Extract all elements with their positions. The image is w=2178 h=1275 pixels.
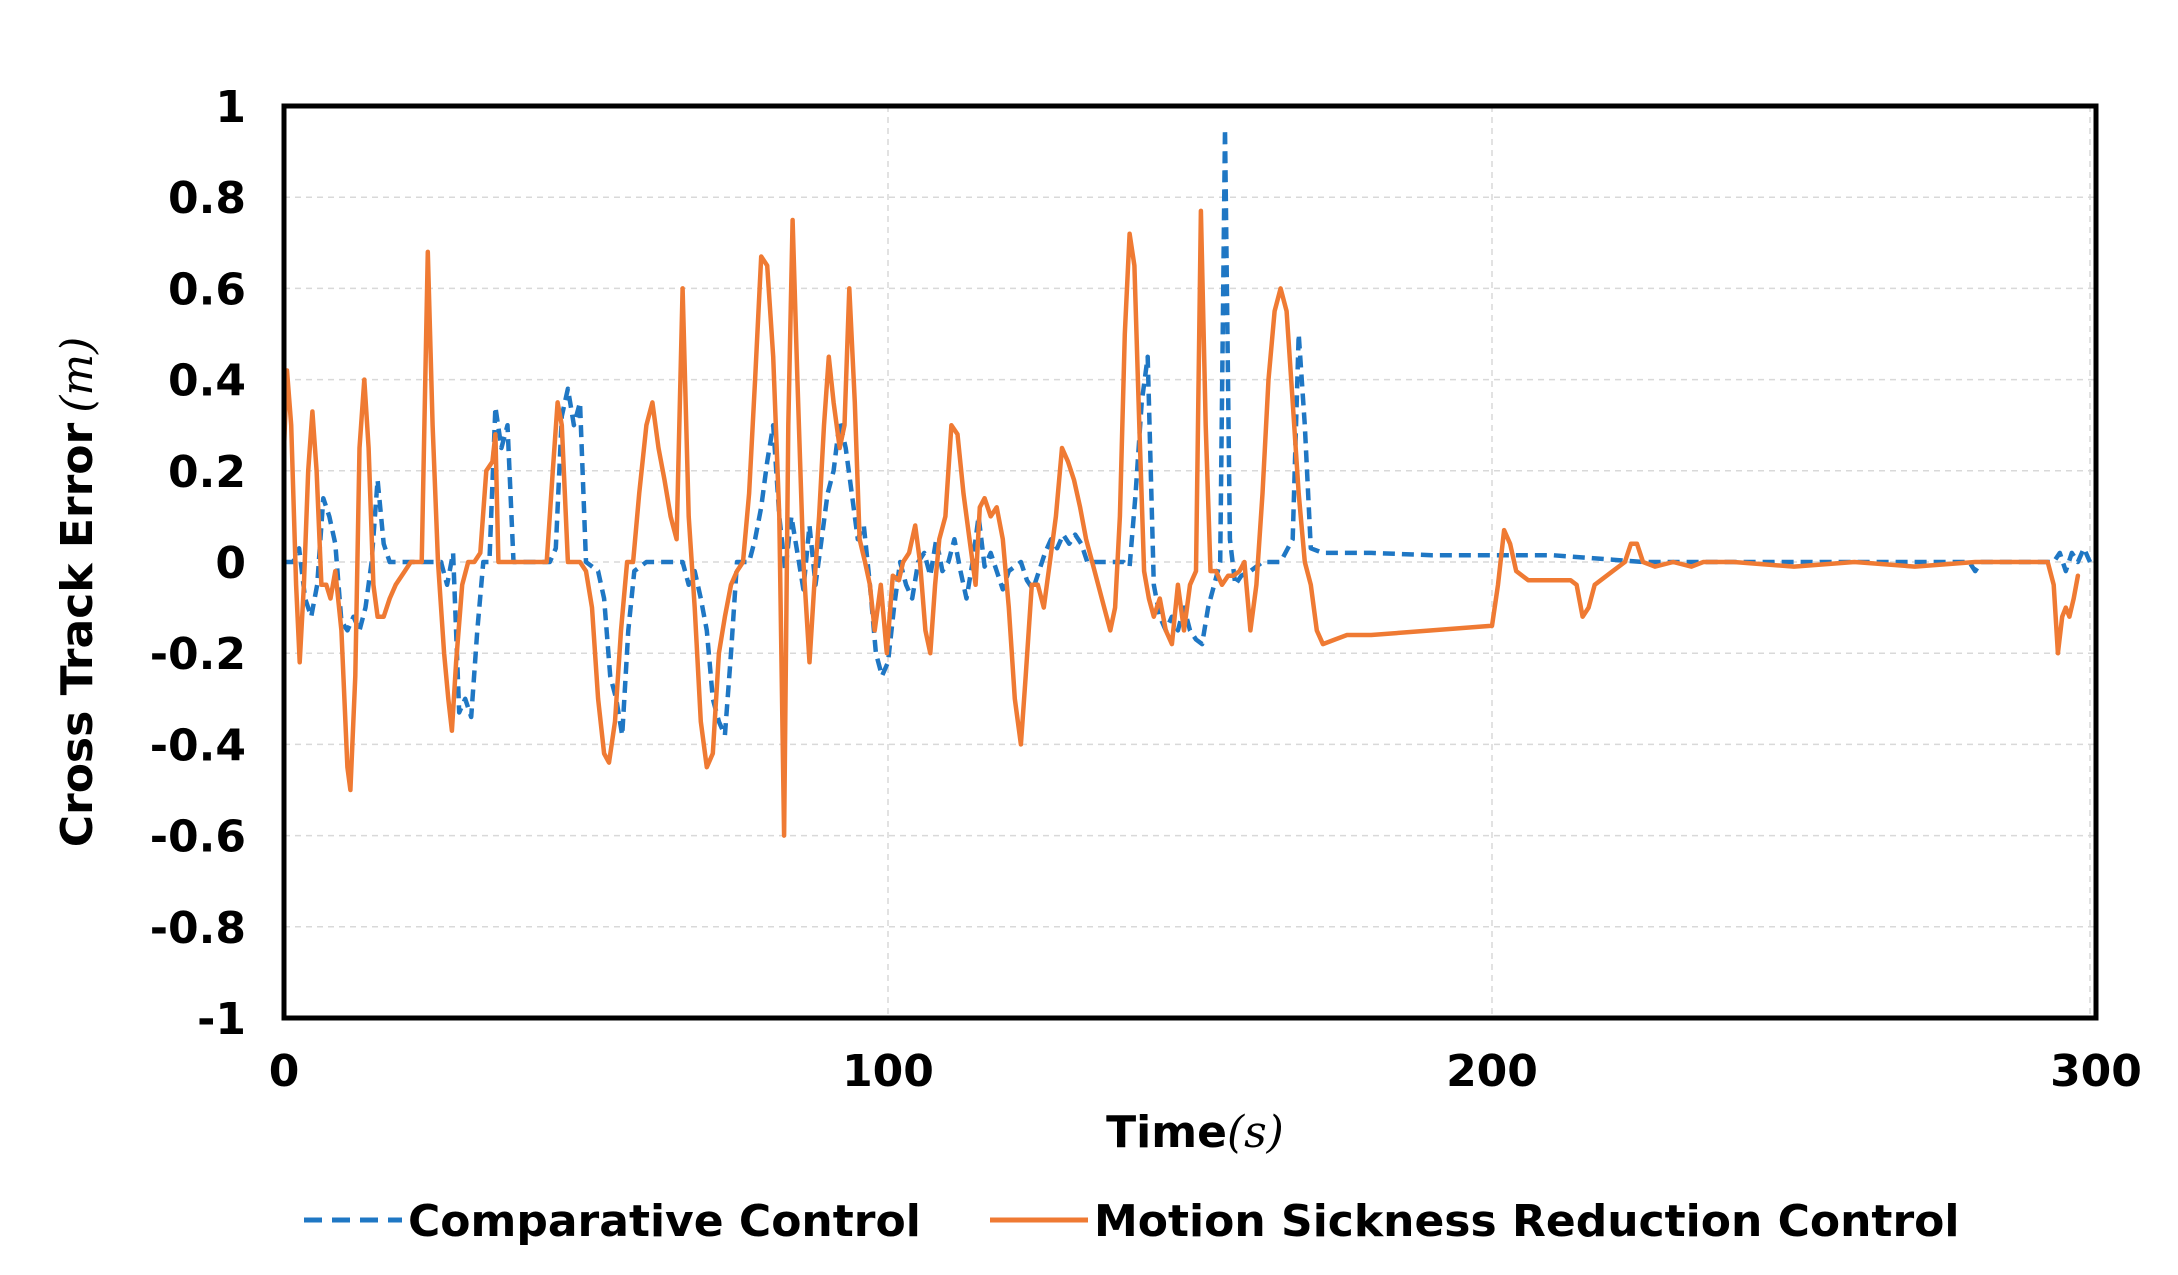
y-tick-label: 0.8 (168, 173, 246, 224)
x-tick-label: 200 (1446, 1046, 1538, 1097)
y-tick-label: -1 (197, 994, 246, 1045)
series-line-comparative-control (284, 126, 2093, 738)
x-axis-tick-labels: 0 100 200 300 (269, 1046, 2142, 1097)
y-tick-label: -0.4 (150, 720, 246, 771)
legend: Comparative Control Motion Sickness Redu… (304, 1196, 1959, 1247)
y-axis-tick-labels: 1 0.8 0.6 0.4 0.2 0 -0.2 -0.4 -0.6 -0.8 -1 (150, 82, 246, 1045)
y-tick-label: 1 (215, 82, 246, 133)
y-tick-label: 0 (215, 538, 246, 589)
y-tick-label: 0.6 (168, 264, 246, 315)
y-tick-label: -0.2 (150, 629, 246, 680)
x-tick-label: 300 (2050, 1046, 2142, 1097)
y-tick-label: -0.8 (150, 903, 246, 954)
plot-area-frame (281, 103, 2099, 1021)
series-lines (281, 126, 2093, 838)
grid-lines (284, 106, 2096, 1018)
y-axis-title: Cross Track Error(m) (52, 337, 103, 848)
legend-label-comparative-control: Comparative Control (408, 1196, 921, 1247)
legend-label-motion-sickness-reduction-control: Motion Sickness Reduction Control (1094, 1196, 1959, 1247)
x-tick-label: 0 (269, 1046, 300, 1097)
y-tick-label: 0.4 (168, 356, 246, 407)
x-axis-title: Time(s) (1106, 1107, 1284, 1158)
x-tick-label: 100 (842, 1046, 934, 1097)
y-tick-label: 0.2 (168, 447, 246, 498)
series-line-motion-sickness-reduction-control (281, 208, 2081, 838)
y-tick-label: -0.6 (150, 812, 246, 863)
